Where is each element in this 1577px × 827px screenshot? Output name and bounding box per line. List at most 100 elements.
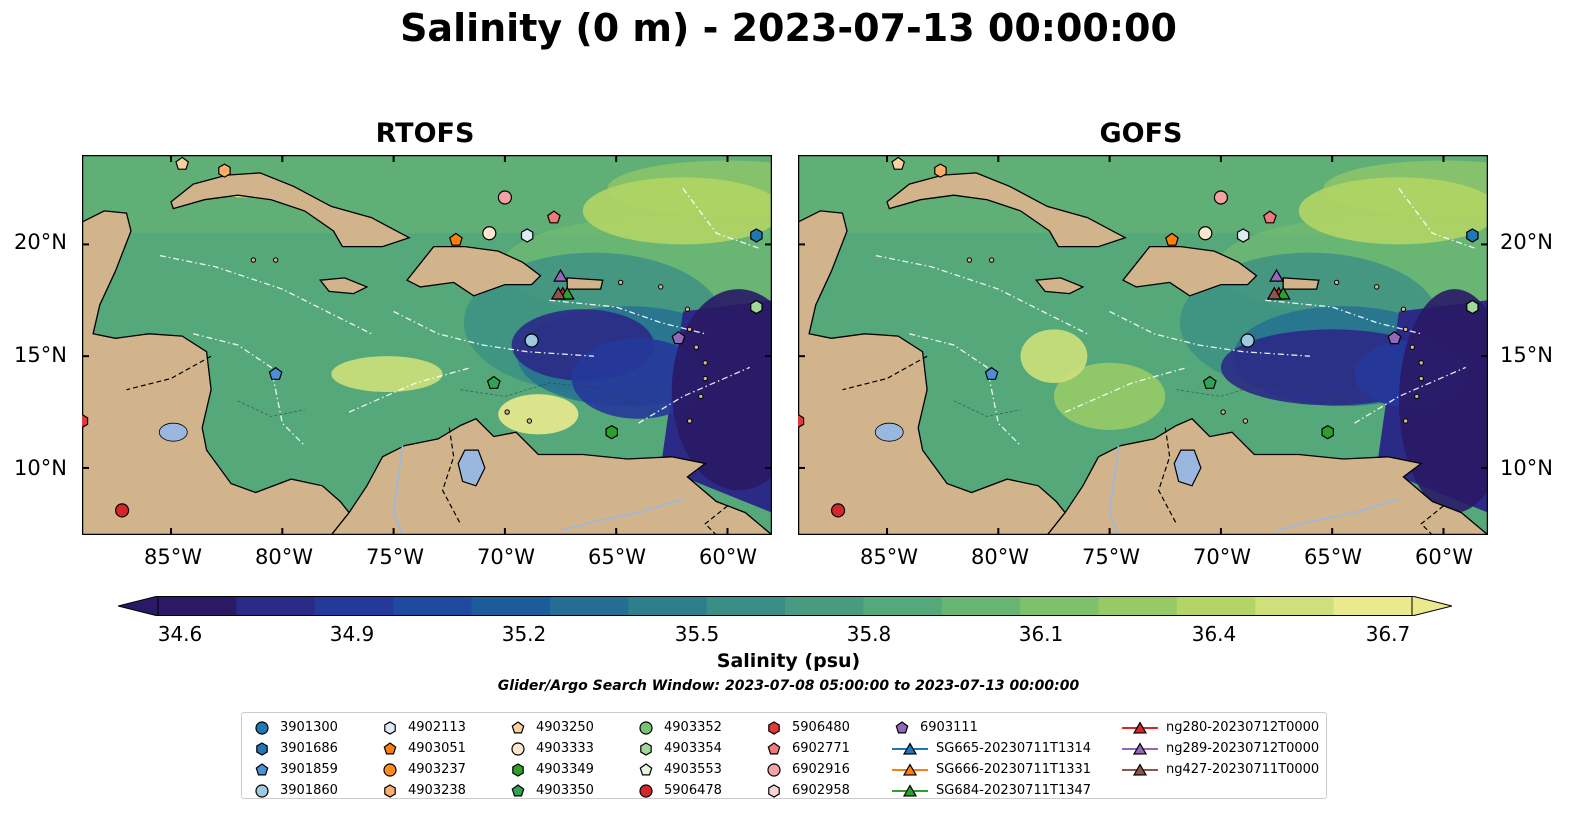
legend-entry: 4903553 [636, 759, 722, 780]
legend-label: 6902958 [792, 783, 850, 798]
marker-4903238 [934, 163, 947, 178]
legend-symbol-hexagon-icon [256, 741, 268, 756]
legend-symbol-pentagon-icon [767, 741, 781, 754]
gofs-salinity-map [798, 155, 1488, 535]
legend-marker [256, 741, 268, 756]
legend-label: 6902916 [792, 762, 850, 777]
legend-entry: 4903237 [380, 759, 466, 780]
lon-label-65w-right: 65°W [1304, 545, 1362, 569]
legend-label: 3901860 [280, 783, 338, 798]
legend-marker [902, 762, 918, 776]
legend-marker [383, 741, 397, 754]
marker-4903350 [486, 375, 501, 389]
marker-ng427-20230711T0000 [1266, 286, 1282, 300]
legend-symbol-hexagon-icon [512, 762, 524, 777]
legend-column: 4903250 4903333 4903349 4903350 [508, 717, 594, 801]
legend-symbol-triangle-line-icon [1122, 720, 1158, 734]
rtofs-salinity-map [82, 155, 772, 535]
legend-entry: 3901300 [252, 717, 338, 738]
panel-title-gofs: GOFS [1099, 118, 1183, 149]
legend-symbol-circle-icon [255, 720, 269, 735]
legend-marker [767, 741, 781, 754]
marker-ng427-20230711T0000 [550, 286, 566, 300]
lake-maracaibo [1173, 449, 1202, 487]
legend-label: ng427-20230711T0000 [1166, 762, 1320, 777]
legend-marker [1132, 720, 1148, 734]
legend-entry: ng280-20230712T0000 [1122, 717, 1319, 738]
jamaica-land [1034, 277, 1085, 295]
marker-ng289-20230712T0000 [1269, 268, 1285, 282]
lon-label-75w-right: 75°W [1082, 545, 1140, 569]
marker-SG684-20230711T1347 [1275, 286, 1291, 300]
legend-entry: 4903051 [380, 738, 466, 759]
hispaniola-land [1121, 245, 1258, 297]
central-america-land [798, 210, 1066, 535]
legend-label: 6903111 [920, 720, 978, 735]
legend-label: 4903350 [536, 783, 594, 798]
lon-label-70w-right: 70°W [1193, 545, 1251, 569]
marker-5906478 [830, 503, 846, 518]
cuba-land [886, 172, 1127, 248]
marker-4903250 [891, 156, 906, 170]
legend-entry: 4903238 [380, 780, 466, 801]
lon-label-85w-left: 85°W [144, 545, 202, 569]
colorbar-tick: 35.8 [846, 622, 892, 646]
colorbar-tick: 34.9 [329, 622, 375, 646]
legend-entry: 3901859 [252, 759, 338, 780]
legend-marker [511, 741, 525, 756]
legend-symbol-hexagon-icon [384, 720, 396, 735]
marker-4903354 [1466, 299, 1479, 315]
legend-marker [639, 720, 653, 735]
lon-label-70w-left: 70°W [477, 545, 535, 569]
legend-symbol-triangle-line-icon [892, 762, 928, 776]
lake-maracaibo [457, 449, 486, 487]
legend-marker [895, 720, 909, 733]
legend-label: 4903051 [408, 741, 466, 756]
legend-column: 6903111 SG665-20230711T1314 SG666-20230711… [892, 717, 1091, 801]
marker-3901859 [984, 366, 999, 380]
legend-entry: ng427-20230711T0000 [1122, 759, 1319, 780]
legend-marker [511, 783, 525, 796]
lat-label-20n-right: 20°N [1500, 230, 1553, 254]
marker-4903238 [218, 163, 231, 178]
lat-label-20n-left: 20°N [14, 230, 67, 254]
lon-label-60w-right: 60°W [1415, 545, 1473, 569]
legend-symbol-triangle-line-icon [1122, 762, 1158, 776]
legend-entry: 3901860 [252, 780, 338, 801]
legend-entry: 4903349 [508, 759, 594, 780]
lon-label-60w-left: 60°W [699, 545, 757, 569]
legend-marker [255, 720, 269, 735]
legend-symbol-triangle-line-icon [1122, 741, 1158, 755]
legend-marker [384, 720, 396, 735]
colorbar-tick: 34.6 [157, 622, 203, 646]
legend-symbol-triangle-line-icon [892, 783, 928, 797]
legend-label: 5906478 [664, 783, 722, 798]
marker-6903111 [671, 331, 686, 345]
marker-4903051 [1165, 232, 1179, 246]
lon-label-75w-left: 75°W [366, 545, 424, 569]
legend-entry: 6902958 [764, 780, 850, 801]
legend-label: SG666-20230711T1331 [936, 762, 1092, 777]
colorbar-tick: 36.1 [1018, 622, 1064, 646]
colorbar-tick: 36.7 [1365, 622, 1411, 646]
marker-4903333 [482, 226, 497, 241]
legend-marker [639, 783, 653, 798]
lat-label-15n-right: 15°N [1500, 343, 1553, 367]
legend-label: 3901859 [280, 762, 338, 777]
marker-3901859 [268, 366, 283, 380]
legend-column: ng280-20230712T0000 ng289-20230712T0000 ng… [1122, 717, 1319, 780]
legend-entry: 4903350 [508, 780, 594, 801]
legend-symbol-circle-icon [383, 762, 397, 777]
colorbar-tick: 35.5 [674, 622, 720, 646]
legend-marker [255, 762, 269, 775]
legend-label: 4903352 [664, 720, 722, 735]
legend-entry: 3901686 [252, 738, 338, 759]
lon-label-80w-left: 80°W [255, 545, 313, 569]
legend-label: 6902771 [792, 741, 850, 756]
salinity-colorbar [118, 596, 1452, 616]
marker-4903333 [1198, 226, 1213, 241]
panel-title-rtofs: RTOFS [375, 118, 475, 149]
legend-entry: SG684-20230711T1347 [892, 780, 1091, 801]
legend-column: 5906480 6902771 6902916 6902958 [764, 717, 850, 801]
marker-4903349 [605, 425, 619, 440]
